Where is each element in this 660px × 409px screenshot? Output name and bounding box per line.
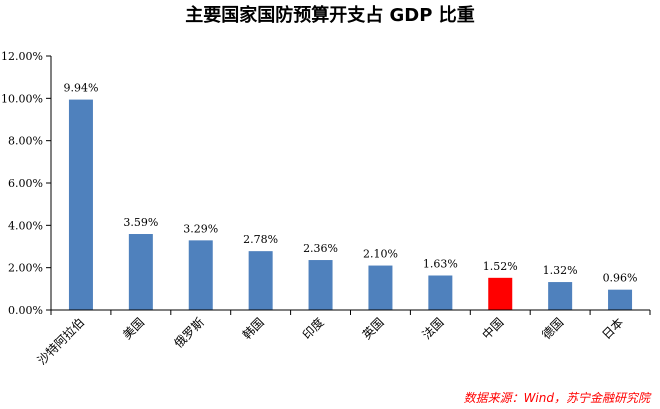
data-label: 2.36%: [303, 242, 338, 255]
bar-6: [368, 265, 393, 310]
bars: 9.94% 3.59% 3.29% 2.78% 2.36% 2.10% 1.63% 1.52%…: [63, 82, 638, 310]
data-label: 2.10%: [363, 248, 398, 261]
bar-10: [608, 289, 633, 310]
chart-title: 主要国家国防预算开支占 GDP 比重: [185, 4, 474, 26]
data-label: 3.29%: [183, 222, 218, 235]
category-label: 印度: [299, 315, 327, 343]
bar-3: [188, 240, 213, 310]
y-tick-label: 0.00%: [8, 304, 43, 317]
y-axis: 0.00% 2.00% 4.00% 6.00% 8.00% 10.00% 12.00%: [1, 50, 52, 317]
data-label: 1.63%: [423, 257, 458, 270]
y-tick-label: 12.00%: [1, 50, 43, 63]
data-label: 3.59%: [123, 216, 158, 229]
bar-9: [548, 282, 573, 310]
category-label: 沙特阿拉伯: [34, 315, 87, 368]
y-tick-label: 8.00%: [8, 135, 43, 148]
x-axis: 沙特阿拉伯 美国 俄罗斯 韩国 印度 英国 法国 中国 德国 日本: [34, 309, 651, 368]
bar-7: [428, 275, 453, 310]
category-label: 韩国: [239, 315, 267, 343]
category-label: 德国: [539, 315, 567, 343]
bar-2: [128, 234, 153, 310]
source-note: 数据来源：Wind，苏宁金融研究院: [464, 391, 652, 405]
bar-8: [488, 277, 513, 310]
category-label: 中国: [479, 315, 507, 343]
y-tick-label: 10.00%: [1, 92, 43, 105]
y-tick-label: 4.00%: [8, 219, 43, 232]
data-label: 0.96%: [603, 272, 638, 285]
category-label: 日本: [599, 315, 626, 342]
data-label: 1.32%: [543, 264, 578, 277]
category-label: 法国: [420, 315, 447, 342]
category-label: 英国: [360, 315, 387, 342]
data-label: 2.78%: [243, 233, 278, 246]
y-tick-label: 2.00%: [8, 262, 43, 275]
data-label: 1.52%: [483, 260, 518, 273]
bar-1: [68, 99, 93, 310]
y-tick-label: 6.00%: [8, 177, 43, 190]
data-label: 9.94%: [63, 82, 98, 95]
bar-5: [308, 260, 333, 310]
bar-4: [248, 251, 273, 310]
category-label: 俄罗斯: [172, 315, 207, 350]
category-label: 美国: [120, 315, 147, 342]
